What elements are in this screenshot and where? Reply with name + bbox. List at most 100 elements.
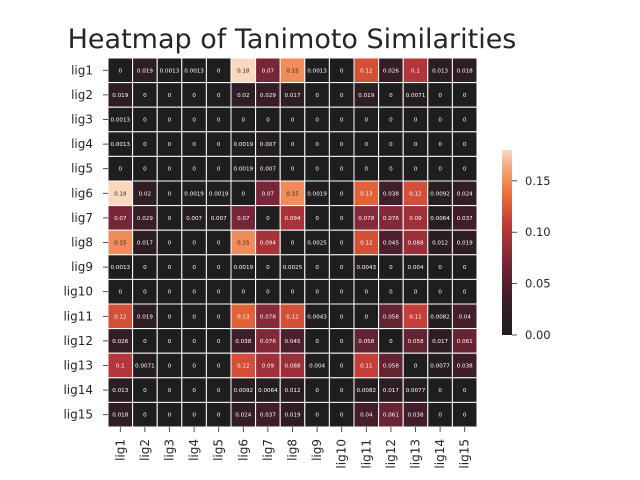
- heatmap-cell: [156, 328, 183, 354]
- cell-value-label: 0: [340, 142, 344, 148]
- cell-value-label: 0.019: [137, 68, 153, 74]
- cell-value-label: 0.0019: [209, 191, 229, 197]
- cell-value-label: 0.0019: [184, 191, 204, 197]
- heatmap-cell: [255, 377, 281, 403]
- cell-value-label: 0: [365, 142, 369, 148]
- cell-value-label: 0: [291, 290, 295, 296]
- cell-value-label: 0: [168, 167, 172, 173]
- heatmap-cell: [279, 254, 306, 280]
- cell-value-label: 0: [315, 118, 319, 124]
- cell-value-label: 0.094: [284, 216, 300, 222]
- heatmap-cell: [353, 131, 380, 157]
- cell-value-label: 0.061: [457, 339, 473, 345]
- cell-value-label: 0: [365, 290, 369, 296]
- heatmap-cell: [427, 155, 453, 182]
- column-tick-label: lig12: [384, 439, 398, 469]
- cell-value-label: 0.18: [237, 68, 250, 74]
- cell-value-label: 0.07: [262, 191, 275, 197]
- cell-value-label: 0.12: [360, 68, 372, 74]
- heatmap-cell: [353, 352, 380, 379]
- heatmap-cell: [279, 205, 306, 231]
- colorbar-tick-label: 0.05: [525, 277, 551, 291]
- heatmap-cell: [353, 328, 380, 354]
- row-tick-label: lig9: [71, 260, 93, 274]
- cell-value-label: 0.037: [457, 216, 473, 222]
- heatmap-cell: [378, 57, 404, 84]
- heatmap-cell: [402, 278, 429, 305]
- cell-value-label: 0: [463, 167, 467, 173]
- column-tick-label: lig5: [212, 439, 226, 461]
- row-tick-label: lig13: [63, 359, 93, 373]
- cell-value-label: 0: [340, 265, 344, 271]
- cell-value-label: 0: [143, 142, 147, 148]
- heatmap-cell: [230, 254, 257, 280]
- cell-value-label: 0.004: [407, 265, 423, 271]
- row-tick-label: lig2: [71, 88, 93, 102]
- heatmap-cell: [328, 278, 355, 305]
- heatmap-cell: [328, 131, 355, 157]
- heatmap-cell: [205, 131, 232, 157]
- cell-value-label: 0: [266, 290, 270, 296]
- cell-value-label: 0: [389, 142, 393, 148]
- cell-value-label: 0: [217, 93, 221, 99]
- heatmap-cell: [230, 155, 257, 182]
- cell-value-label: 0.04: [458, 314, 471, 320]
- heatmap-cell: [451, 377, 478, 403]
- cell-value-label: 0: [340, 339, 344, 345]
- cell-value-label: 0.0013: [111, 118, 131, 124]
- cell-value-label: 0.037: [260, 413, 276, 419]
- cell-value-label: 0: [438, 167, 442, 173]
- cell-value-label: 0.1: [116, 364, 125, 370]
- cell-value-label: 0: [217, 314, 221, 320]
- cell-value-label: 0: [315, 290, 319, 296]
- cell-value-label: 0: [340, 68, 344, 74]
- heatmap-cell: [255, 155, 281, 182]
- cell-value-label: 0: [315, 413, 319, 419]
- cell-value-label: 0: [217, 241, 221, 247]
- cell-value-label: 0.12: [114, 314, 126, 320]
- heatmap-cell: [451, 401, 478, 428]
- cell-value-label: 0.045: [284, 339, 300, 345]
- cell-value-label: 0.017: [432, 339, 448, 345]
- heatmap-cell: [279, 278, 306, 305]
- cell-value-label: 0.094: [260, 241, 276, 247]
- cell-value-label: 0: [463, 413, 467, 419]
- cell-value-label: 0: [463, 290, 467, 296]
- colorbar-gradient: [502, 150, 512, 335]
- cell-value-label: 0.017: [383, 388, 399, 394]
- heatmap-cell: [451, 254, 478, 280]
- row-labels: lig1 lig2 lig3 lig4 lig5 lig6 lig7 lig8 lig9 lig1…: [63, 63, 108, 422]
- heatmap-cell: [205, 303, 232, 330]
- cell-value-label: 0.0071: [135, 364, 155, 370]
- heatmap-cell: [353, 303, 380, 330]
- cell-value-label: 0: [340, 216, 344, 222]
- cell-value-label: 0: [438, 265, 442, 271]
- heatmap-cell: [132, 180, 158, 207]
- cell-value-label: 0: [438, 142, 442, 148]
- row-tick-label: lig15: [63, 408, 93, 422]
- cell-value-label: 0: [192, 290, 196, 296]
- cell-value-label: 0: [340, 93, 344, 99]
- cell-value-label: 0: [389, 339, 393, 345]
- heatmap-cell: [107, 106, 134, 133]
- cell-value-label: 0: [315, 216, 319, 222]
- cell-value-label: 0.019: [284, 413, 300, 419]
- heatmap-cell: [378, 303, 404, 330]
- heatmap-cell: [156, 180, 183, 207]
- cell-value-label: 0.07: [114, 216, 127, 222]
- cell-value-label: 0.038: [407, 413, 423, 419]
- cell-value-label: 0: [168, 216, 172, 222]
- cell-value-label: 0: [143, 265, 147, 271]
- heatmap-cell: [107, 205, 134, 231]
- heatmap-cell: [279, 82, 306, 108]
- cell-value-label: 0.18: [114, 191, 127, 197]
- cell-value-label: 0.0019: [234, 167, 254, 173]
- cell-value-label: 0.0025: [307, 241, 327, 247]
- cell-value-label: 0: [192, 167, 196, 173]
- cell-value-label: 0.0019: [234, 142, 254, 148]
- heatmap-cell: [402, 155, 429, 182]
- cell-value-label: 0: [340, 364, 344, 370]
- cell-value-label: 0.0013: [307, 68, 327, 74]
- cell-value-label: 0: [438, 388, 442, 394]
